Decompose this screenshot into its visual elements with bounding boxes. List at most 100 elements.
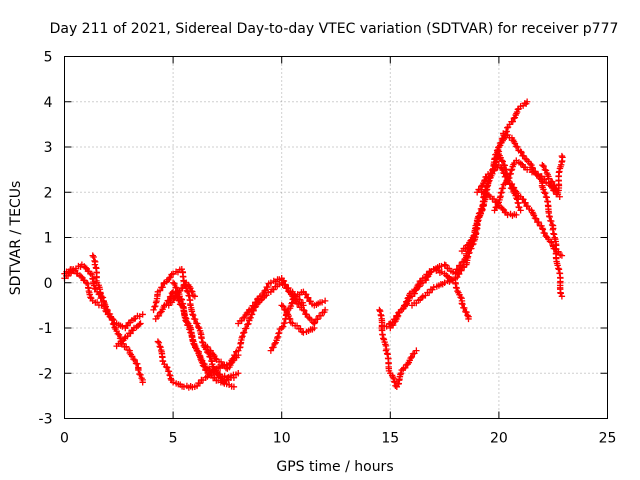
x-tick-label: 20 bbox=[490, 431, 508, 447]
data-point bbox=[508, 180, 516, 188]
data-point bbox=[457, 294, 464, 301]
data-point bbox=[509, 118, 516, 125]
data-point bbox=[394, 313, 401, 321]
series-arc-b bbox=[61, 265, 105, 309]
data-point bbox=[499, 205, 506, 213]
data-point bbox=[247, 314, 254, 321]
series-arc-i bbox=[165, 279, 199, 309]
data-point bbox=[514, 143, 521, 151]
data-point bbox=[189, 288, 196, 295]
data-point bbox=[139, 311, 146, 318]
y-tick-labels: -3 -2 -1 0 1 2 3 4 5 bbox=[39, 50, 53, 428]
data-point bbox=[498, 157, 505, 164]
data-point bbox=[499, 158, 506, 165]
data-point bbox=[264, 283, 271, 291]
data-point bbox=[167, 274, 174, 281]
data-point bbox=[170, 295, 177, 303]
axis-ticks bbox=[64, 56, 608, 419]
data-point bbox=[302, 291, 310, 298]
data-point bbox=[134, 360, 141, 368]
data-point bbox=[293, 322, 301, 329]
data-point bbox=[261, 287, 268, 295]
data-point bbox=[199, 338, 206, 346]
y-tick-label: 4 bbox=[44, 95, 53, 111]
series-arc-s bbox=[473, 161, 566, 259]
data-point bbox=[89, 252, 96, 259]
data-point bbox=[501, 162, 508, 169]
data-point bbox=[513, 211, 520, 219]
data-point bbox=[196, 379, 204, 387]
data-point bbox=[558, 293, 566, 300]
data-point bbox=[517, 148, 524, 155]
data-point bbox=[407, 354, 414, 362]
data-point bbox=[279, 323, 287, 330]
data-point bbox=[464, 312, 471, 319]
chart-title: Day 211 of 2021, Sidereal Day-to-day VTE… bbox=[50, 21, 619, 37]
data-point bbox=[91, 261, 99, 268]
y-tick-label: -3 bbox=[39, 412, 53, 428]
data-point bbox=[191, 316, 199, 323]
data-point bbox=[271, 340, 278, 348]
data-point bbox=[154, 338, 162, 345]
data-point bbox=[549, 178, 556, 185]
data-point bbox=[454, 287, 461, 295]
data-point bbox=[87, 294, 94, 301]
data-point bbox=[504, 211, 511, 219]
data-point bbox=[422, 276, 430, 284]
data-point bbox=[109, 316, 117, 323]
data-point bbox=[284, 285, 291, 292]
data-point bbox=[499, 185, 507, 192]
data-point bbox=[491, 167, 498, 174]
data-point bbox=[195, 323, 202, 331]
data-point bbox=[151, 303, 158, 310]
data-point bbox=[180, 383, 188, 391]
data-point bbox=[169, 379, 177, 386]
data-point bbox=[416, 283, 423, 290]
data-point bbox=[290, 295, 297, 303]
data-point bbox=[425, 289, 433, 296]
series-arc-d bbox=[113, 320, 144, 350]
gridlines bbox=[64, 56, 608, 419]
data-point bbox=[523, 98, 531, 105]
data-point bbox=[459, 300, 466, 308]
data-point bbox=[230, 383, 238, 391]
data-point bbox=[124, 322, 131, 329]
data-point bbox=[475, 213, 482, 220]
data-point bbox=[300, 306, 307, 314]
data-points bbox=[61, 98, 566, 391]
data-point bbox=[275, 329, 283, 337]
data-point bbox=[182, 314, 189, 321]
data-point bbox=[524, 203, 532, 210]
data-point bbox=[164, 364, 171, 371]
data-point bbox=[286, 315, 294, 323]
data-point bbox=[213, 370, 220, 377]
data-point bbox=[137, 320, 144, 327]
data-point bbox=[190, 312, 197, 319]
data-point bbox=[476, 209, 484, 216]
data-point bbox=[150, 306, 157, 314]
y-tick-label: -2 bbox=[39, 366, 53, 382]
data-point bbox=[470, 240, 477, 248]
data-point bbox=[217, 358, 225, 366]
data-point bbox=[408, 353, 415, 361]
data-point bbox=[317, 312, 325, 320]
data-point bbox=[401, 364, 409, 372]
data-point bbox=[135, 366, 142, 374]
data-point bbox=[221, 361, 228, 369]
data-point bbox=[282, 281, 289, 288]
data-point bbox=[102, 307, 109, 315]
data-point bbox=[97, 290, 104, 297]
data-point bbox=[245, 320, 252, 328]
data-point bbox=[156, 287, 164, 294]
data-point bbox=[280, 277, 288, 285]
data-point bbox=[558, 252, 566, 259]
data-point bbox=[171, 280, 178, 288]
data-point bbox=[137, 371, 144, 379]
data-point bbox=[380, 335, 387, 342]
data-point bbox=[522, 199, 529, 206]
data-point bbox=[203, 367, 210, 374]
data-point bbox=[204, 343, 211, 351]
data-point bbox=[278, 302, 285, 309]
x-tick-label: 5 bbox=[169, 431, 178, 447]
data-point bbox=[475, 210, 483, 217]
